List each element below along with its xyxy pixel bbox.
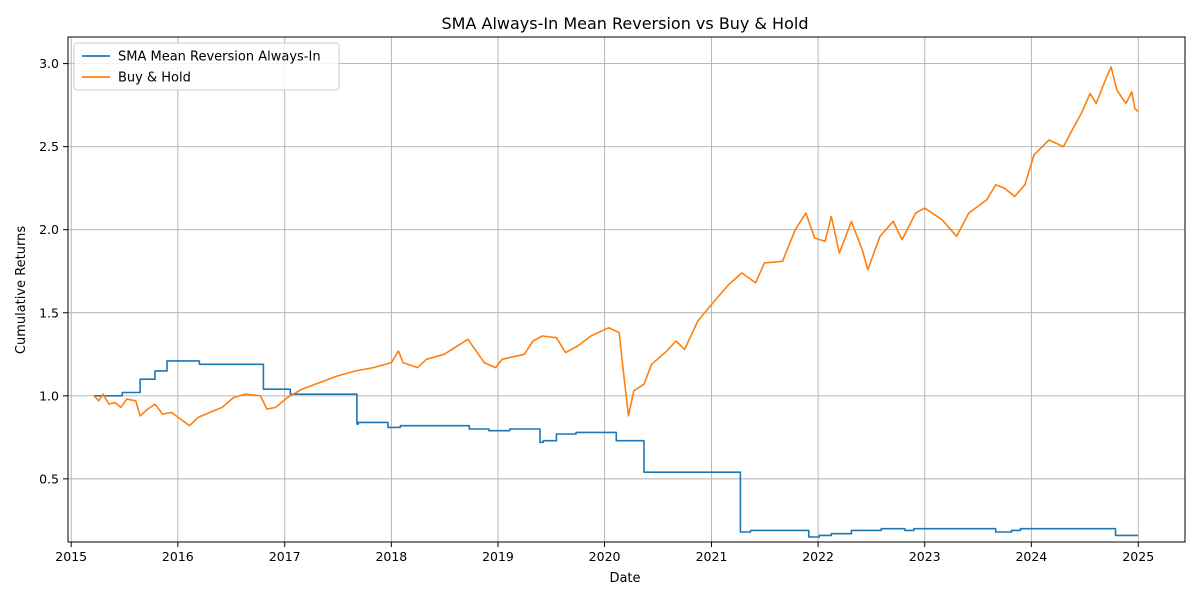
legend-label-1: Buy & Hold	[118, 71, 191, 86]
y-tick-label: 1.0	[39, 388, 59, 403]
x-tick-label: 2018	[375, 549, 407, 564]
axis-ticks: 2015 2016 2017 2018 2019 2020 2021 2022 2023 2024…	[39, 56, 1154, 564]
y-tick-label: 0.5	[39, 471, 59, 486]
y-tick-label: 3.0	[39, 56, 59, 71]
x-tick-label: 2015	[55, 549, 87, 564]
axes-frame	[67, 36, 1186, 543]
x-tick-label: 2024	[1015, 549, 1047, 564]
x-tick-label: 2022	[802, 549, 834, 564]
x-tick-label: 2020	[589, 549, 621, 564]
y-tick-label: 2.0	[39, 222, 59, 237]
x-axis-label: Date	[609, 571, 640, 586]
y-axis-label: Cumulative Returns	[14, 226, 29, 354]
legend-label-0: SMA Mean Reversion Always-In	[118, 50, 321, 65]
y-tick-label: 2.5	[39, 139, 59, 154]
plot-area	[93, 66, 1139, 538]
x-tick-label: 2017	[269, 549, 301, 564]
x-tick-label: 2019	[482, 549, 514, 564]
x-tick-label: 2023	[909, 549, 941, 564]
y-tick-label: 1.5	[39, 305, 59, 320]
legend-box	[73, 42, 340, 91]
legend: SMA Mean Reversion Always-In Buy & Hold	[73, 42, 340, 91]
x-tick-label: 2025	[1122, 549, 1154, 564]
series-line-1	[93, 66, 1139, 427]
x-tick-label: 2021	[696, 549, 728, 564]
chart-title: SMA Always-In Mean Reversion vs Buy & Ho…	[442, 14, 809, 33]
grid-lines	[68, 37, 1185, 542]
x-tick-label: 2016	[162, 549, 194, 564]
series-line-0	[94, 360, 1139, 538]
